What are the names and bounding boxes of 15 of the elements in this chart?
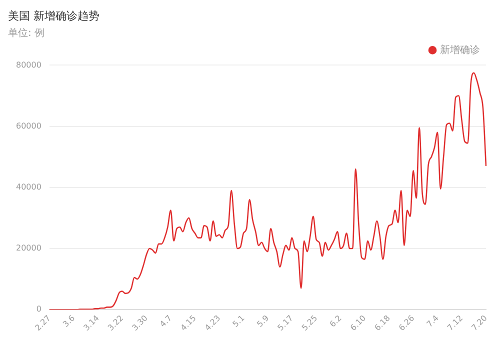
x-tick-label: 4.7 (158, 314, 174, 329)
x-tick-label: 3.6 (61, 314, 77, 329)
y-tick-label: 60000 (16, 121, 42, 130)
legend-label: 新增确诊 (440, 44, 480, 56)
y-tick-label: 80000 (16, 60, 42, 70)
y-tick-label: 40000 (16, 182, 42, 192)
chart-title: 美国 新增确诊趋势 (8, 9, 100, 22)
y-tick-label: 20000 (16, 244, 42, 253)
chart-subtitle: 单位: 例 (8, 26, 45, 39)
x-tick-label: 5.9 (255, 314, 271, 329)
x-tick-label: 7.4 (425, 314, 440, 329)
line-series (48, 72, 487, 310)
x-tick-label: 5.1 (230, 314, 246, 329)
y-tick-label: 0 (36, 304, 42, 314)
x-tick-label: 6.2 (328, 314, 344, 329)
